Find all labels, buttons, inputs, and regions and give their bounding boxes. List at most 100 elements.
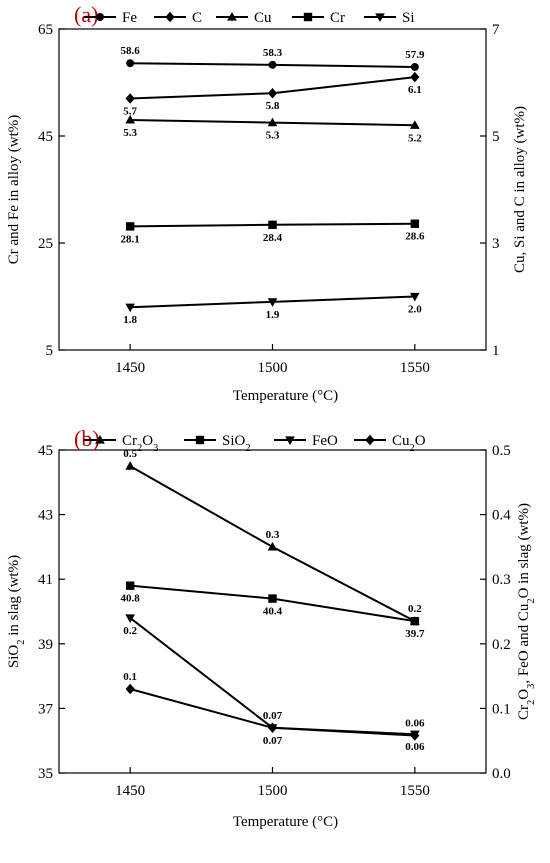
x-tick-label: 1450: [115, 360, 145, 376]
y-left-tick-label: 41: [38, 572, 53, 588]
data-label-cr2o3: 0.2: [408, 603, 422, 615]
legend-label-c: C: [192, 10, 202, 26]
data-label-c: 5.8: [266, 100, 280, 112]
data-label-cr: 28.1: [121, 233, 140, 245]
data-point-cr: [410, 219, 420, 228]
data-point-c: [267, 87, 278, 99]
data-label-fe: 58.3: [263, 47, 283, 59]
y-right-axis-title: Cr2O3, FeO and Cu2O in slag (wt%): [516, 503, 537, 720]
legend-label-cr: Cr: [330, 10, 345, 26]
data-point-sio2: [125, 581, 135, 590]
data-point-cr: [125, 222, 135, 231]
data-label-cu: 5.2: [408, 132, 422, 144]
data-label-si: 1.8: [123, 314, 137, 326]
y-right-tick-label: 7: [492, 22, 500, 38]
legend-label-cu: Cu: [254, 10, 272, 26]
y-left-tick-label: 43: [38, 508, 53, 524]
legend-label-feo: FeO: [312, 433, 338, 449]
data-point-fe: [268, 60, 277, 69]
data-point-cu: [410, 120, 420, 129]
data-label-cr2o3: 0.5: [123, 448, 137, 460]
y-right-tick-label: 5: [492, 129, 500, 145]
data-point-cu2o: [410, 730, 420, 741]
data-label-fe: 58.6: [121, 45, 141, 57]
data-point-c: [410, 71, 420, 83]
data-label-cu2o: 0.1: [123, 671, 137, 683]
legend-label-cu2o: Cu2O: [392, 433, 426, 454]
data-point-sio2: [410, 616, 420, 626]
data-point-cu: [267, 117, 278, 127]
y-right-tick-label: 0.3: [492, 572, 511, 588]
data-label-cr2o3: 0.3: [266, 529, 280, 541]
y-right-tick-label: 3: [492, 236, 500, 252]
data-label-c: 5.7: [123, 106, 137, 118]
data-label-cu: 5.3: [123, 127, 137, 139]
x-tick-label: 1450: [115, 783, 145, 799]
legend-marker-fe: [96, 13, 104, 21]
x-tick-label: 1550: [400, 360, 430, 376]
data-label-cr: 28.4: [263, 232, 283, 244]
data-point-si: [410, 292, 420, 302]
data-point-si: [267, 298, 278, 307]
legend-label-sio2: SiO2: [222, 433, 251, 454]
data-point-cr: [268, 220, 277, 230]
legend-marker-si: [375, 13, 385, 23]
data-point-cu: [125, 114, 135, 124]
x-tick-label: 1500: [258, 783, 288, 799]
x-tick-label: 1550: [400, 783, 430, 799]
legend-marker-cr2o3: [95, 434, 105, 444]
data-label-feo: 0.2: [123, 625, 137, 637]
x-tick-label: 1500: [258, 360, 288, 376]
legend-marker-sio2: [195, 435, 205, 445]
data-label-sio2: 39.7: [405, 628, 425, 640]
legend-marker-feo: [285, 436, 295, 446]
legend-marker-cr: [303, 12, 313, 22]
data-point-cr2o3: [267, 541, 278, 551]
data-label-cu2o: 0.07: [263, 710, 283, 722]
y-left-tick-label: 65: [38, 22, 53, 38]
legend-label-si: Si: [402, 10, 415, 26]
y-left-tick-label: 5: [46, 343, 54, 359]
panel-label: (b): [74, 426, 100, 451]
legend-label-cr2o3: Cr2O3: [122, 433, 158, 454]
panel-label: (a): [74, 2, 98, 27]
chart-panel-a: 1450 1500 1550 5 25 45 65 1 3 5 7 Temperature (°C) C…: [6, 2, 528, 404]
y-left-tick-label: 45: [38, 129, 53, 145]
data-point-si: [125, 303, 135, 313]
chart-panel-b: 1450 1500 1550 35 37 39 41 43 45 0.0 0.1 0.2 0.3 0.4 0…: [6, 426, 537, 830]
data-point-fe: [126, 59, 135, 68]
y-right-tick-label: 1: [492, 343, 500, 359]
data-point-cr2o3: [125, 461, 135, 470]
y-right-tick-label: 0.2: [492, 637, 511, 653]
y-left-tick-label: 35: [38, 766, 53, 782]
y-left-tick-label: 39: [38, 637, 53, 653]
data-label-sio2: 40.4: [263, 606, 283, 618]
y-right-tick-label: 0.1: [492, 701, 511, 717]
data-label-si: 2.0: [408, 304, 422, 316]
data-point-cu2o: [125, 683, 135, 695]
y-right-tick-label: 0.0: [492, 766, 511, 782]
data-label-cu: 5.3: [266, 130, 280, 142]
data-point-fe: [410, 62, 419, 71]
data-label-si: 1.9: [266, 309, 280, 321]
legend-label-fe: Fe: [122, 10, 137, 26]
data-label-feo: 0.06: [405, 741, 425, 753]
y-left-axis-title: SiO2 in slag (wt%): [6, 555, 27, 668]
data-label-feo: 0.07: [263, 735, 283, 747]
data-point-sio2: [268, 594, 277, 603]
y-left-tick-label: 45: [38, 443, 53, 459]
y-right-tick-label: 0.4: [492, 508, 511, 524]
data-point-c: [125, 93, 135, 104]
data-label-fe: 57.9: [405, 49, 425, 61]
data-label-c: 6.1: [408, 84, 422, 96]
data-label-cu2o: 0.06: [405, 718, 425, 730]
y-right-axis-title: Cu, Si and C in alloy (wt%): [512, 106, 528, 273]
data-label-cr: 28.6: [405, 231, 425, 243]
legend-marker-c: [165, 11, 175, 23]
y-left-axis-title: Cr and Fe in alloy (wt%): [6, 115, 22, 265]
data-label-sio2: 40.8: [121, 593, 141, 605]
legend-marker-cu2o: [365, 434, 375, 446]
x-axis-title: Temperature (°C): [233, 814, 338, 830]
x-axis-title: Temperature (°C): [233, 388, 338, 404]
